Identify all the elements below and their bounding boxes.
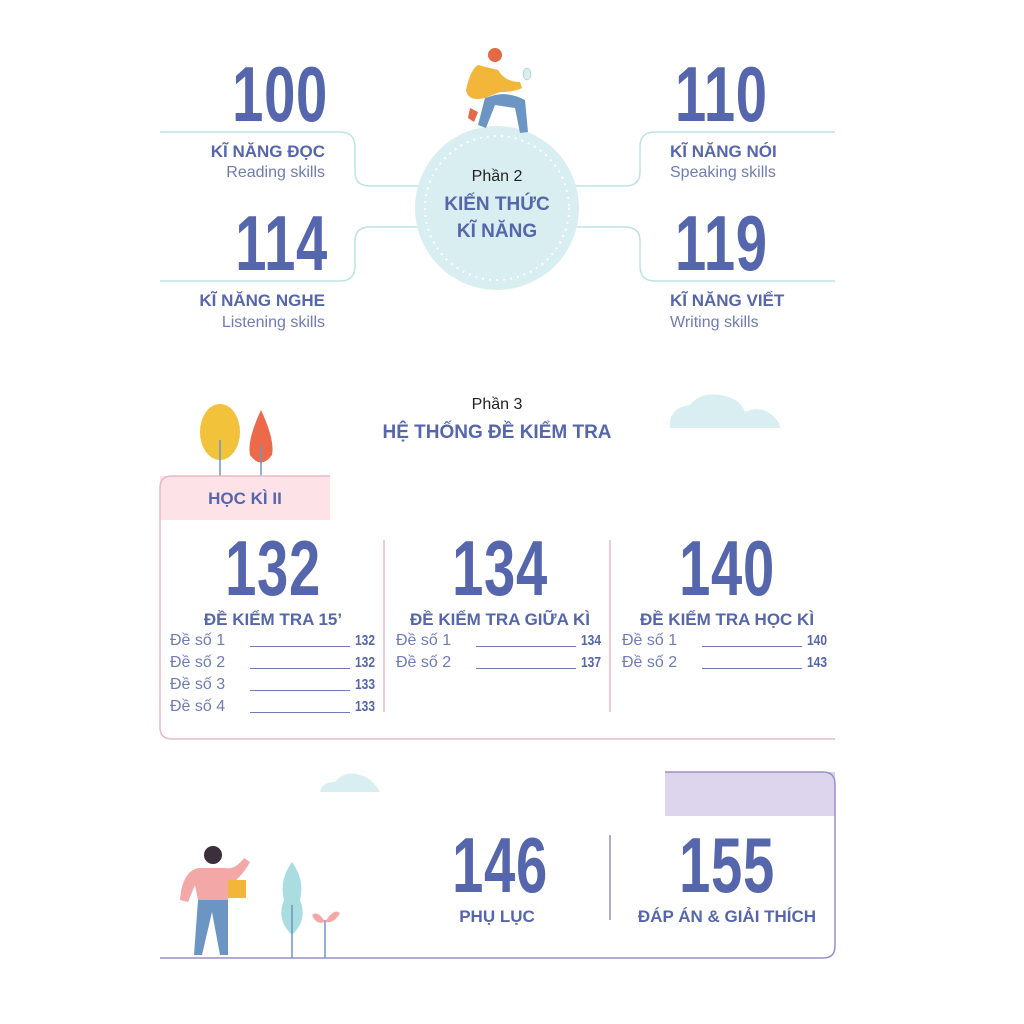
test-group-page-number[interactable]: 132	[225, 524, 321, 612]
reading-subtitle: Reading skills	[226, 164, 325, 181]
part3-title: HỆ THỐNG ĐỀ KIỂM TRA	[382, 422, 612, 443]
test-name: Đề số 1	[622, 632, 678, 649]
test-name: Đề số 2	[170, 654, 226, 671]
semester-tab-bg	[160, 476, 330, 520]
cloud-icon	[320, 773, 380, 792]
appendix-page-number[interactable]: 146	[452, 821, 548, 909]
part2-label: Phần 2	[471, 168, 523, 185]
test-name: Đề số 1	[396, 632, 452, 649]
leader-line	[250, 646, 350, 647]
test-page: 132	[354, 632, 375, 649]
listening-subtitle: Listening skills	[221, 314, 325, 331]
part3-label: Phần 3	[471, 396, 523, 413]
connector-lines	[160, 131, 835, 282]
test-group-title[interactable]: ĐỀ KIỂM TRA GIỮA KÌ	[409, 610, 590, 629]
test-page: 132	[354, 654, 375, 671]
answers-title[interactable]: ĐÁP ÁN & GIẢI THÍCH	[637, 907, 817, 926]
test-list-item[interactable]: Đề số 2 132	[170, 654, 375, 674]
runner-illustration	[466, 48, 532, 133]
speaking-subtitle: Speaking skills	[670, 164, 776, 181]
test-group-title[interactable]: ĐỀ KIỂM TRA 15’	[203, 610, 343, 629]
test-group-page-number[interactable]: 134	[452, 524, 548, 612]
dotted-ring	[424, 135, 570, 281]
writing-title[interactable]: KĨ NĂNG VIẾT	[670, 291, 785, 310]
test-list-item[interactable]: Đề số 3 133	[170, 676, 375, 696]
part2-title-line1: KIẾN THỨC	[444, 194, 550, 215]
listening-title[interactable]: KĨ NĂNG NGHE	[199, 291, 325, 310]
leader-line	[250, 690, 350, 691]
semester-tab: HỌC KÌ II	[208, 489, 282, 508]
test-list-item[interactable]: Đề số 1 140	[622, 632, 827, 652]
test-name: Đề số 4	[170, 698, 226, 715]
section-circle	[415, 126, 579, 290]
test-list-item[interactable]: Đề số 1 132	[170, 632, 375, 652]
speaking-page-number[interactable]: 110	[675, 50, 768, 138]
listening-page-number[interactable]: 114	[235, 199, 328, 287]
writing-page-number[interactable]: 119	[675, 199, 768, 287]
test-group-title[interactable]: ĐỀ KIỂM TRA HỌC KÌ	[639, 610, 815, 629]
test-page: 134	[580, 632, 601, 649]
answers-page-number[interactable]: 155	[679, 821, 775, 909]
test-list-item[interactable]: Đề số 1 134	[396, 632, 601, 652]
test-page: 133	[354, 698, 375, 715]
leader-line	[250, 668, 350, 669]
test-page: 143	[806, 654, 827, 671]
cloud-icon	[669, 394, 780, 428]
test-list-item[interactable]: Đề số 4 133	[170, 698, 375, 718]
test-name: Đề số 3	[170, 676, 226, 693]
speaking-title[interactable]: KĨ NĂNG NÓI	[670, 142, 777, 161]
test-page: 133	[354, 676, 375, 693]
trees-illustration	[200, 404, 273, 476]
leader-line	[476, 646, 576, 647]
leader-line	[476, 668, 576, 669]
appendix-title[interactable]: PHỤ LỤC	[459, 907, 535, 926]
leader-line	[702, 668, 802, 669]
reading-title[interactable]: KĨ NĂNG ĐỌC	[210, 142, 325, 161]
leader-line	[250, 712, 350, 713]
leader-line	[702, 646, 802, 647]
test-name: Đề số 2	[622, 654, 678, 671]
test-list-item[interactable]: Đề số 2 143	[622, 654, 827, 674]
reading-page-number[interactable]: 100	[232, 50, 328, 138]
woman-illustration	[180, 846, 340, 958]
test-name: Đề số 2	[396, 654, 452, 671]
test-page: 137	[580, 654, 601, 671]
writing-subtitle: Writing skills	[670, 314, 759, 331]
test-page: 140	[806, 632, 827, 649]
test-name: Đề số 1	[170, 632, 226, 649]
part2-title-line2: KĨ NĂNG	[456, 221, 538, 242]
test-list-item[interactable]: Đề số 2 137	[396, 654, 601, 674]
test-group-page-number[interactable]: 140	[679, 524, 775, 612]
